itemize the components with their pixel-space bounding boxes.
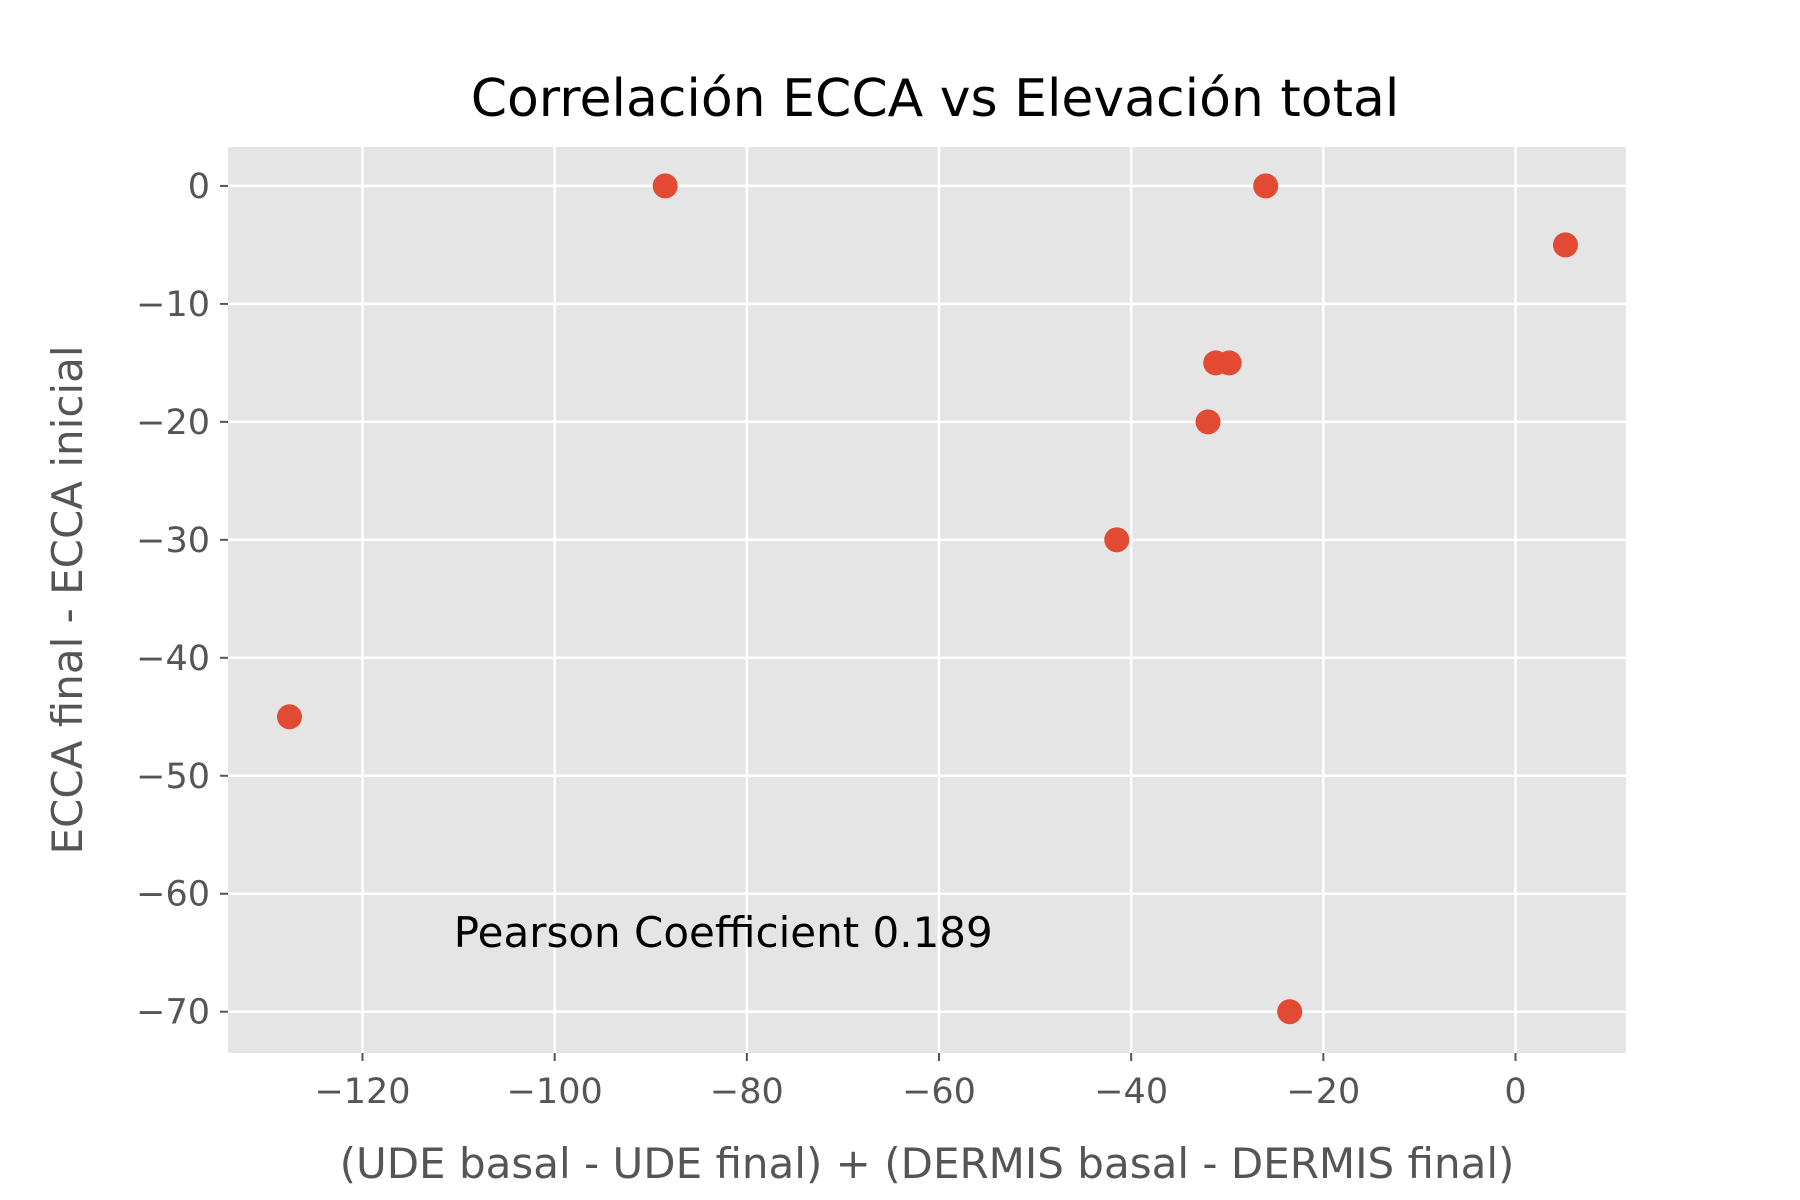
y-tick-label: −40 xyxy=(136,639,210,679)
y-tick-label: −50 xyxy=(136,757,210,797)
data-point xyxy=(1104,527,1130,553)
data-point xyxy=(1216,350,1242,376)
y-tick-label: −60 xyxy=(136,875,210,915)
data-point xyxy=(1195,409,1221,435)
data-point xyxy=(276,704,302,730)
x-tick-label: 0 xyxy=(1504,1072,1526,1112)
y-tick-label: −10 xyxy=(136,285,210,325)
y-tick-label: −20 xyxy=(136,403,210,443)
chart-title: Correlación ECCA vs Elevación total xyxy=(471,69,1400,129)
data-point xyxy=(1277,999,1303,1025)
y-tick-label: −70 xyxy=(136,993,210,1033)
x-tick-label: −100 xyxy=(507,1072,603,1112)
pearson-annotation: Pearson Coefficient 0.189 xyxy=(454,908,993,957)
data-point xyxy=(1552,232,1578,258)
y-axis-label: ECCA final - ECCA inicial xyxy=(43,345,92,854)
axis-ticks: −120 −100 −80 −60 −40 −20 0 0 −10 −20 −30 −40 −50 −60… xyxy=(136,167,1527,1112)
x-tick-label: −80 xyxy=(710,1072,784,1112)
data-point xyxy=(1253,173,1279,199)
x-tick-label: −40 xyxy=(1094,1072,1168,1112)
x-tick-label: −60 xyxy=(902,1072,976,1112)
grid xyxy=(228,147,1626,1053)
data-points xyxy=(276,173,1578,1025)
data-point xyxy=(652,173,678,199)
x-tick-label: −120 xyxy=(314,1072,410,1112)
x-tick-label: −20 xyxy=(1286,1072,1360,1112)
y-tick-label: 0 xyxy=(188,167,210,207)
plot-area xyxy=(228,147,1626,1053)
x-axis-label: (UDE basal - UDE final) + (DERMIS basal … xyxy=(340,1139,1515,1188)
y-tick-label: −30 xyxy=(136,521,210,561)
